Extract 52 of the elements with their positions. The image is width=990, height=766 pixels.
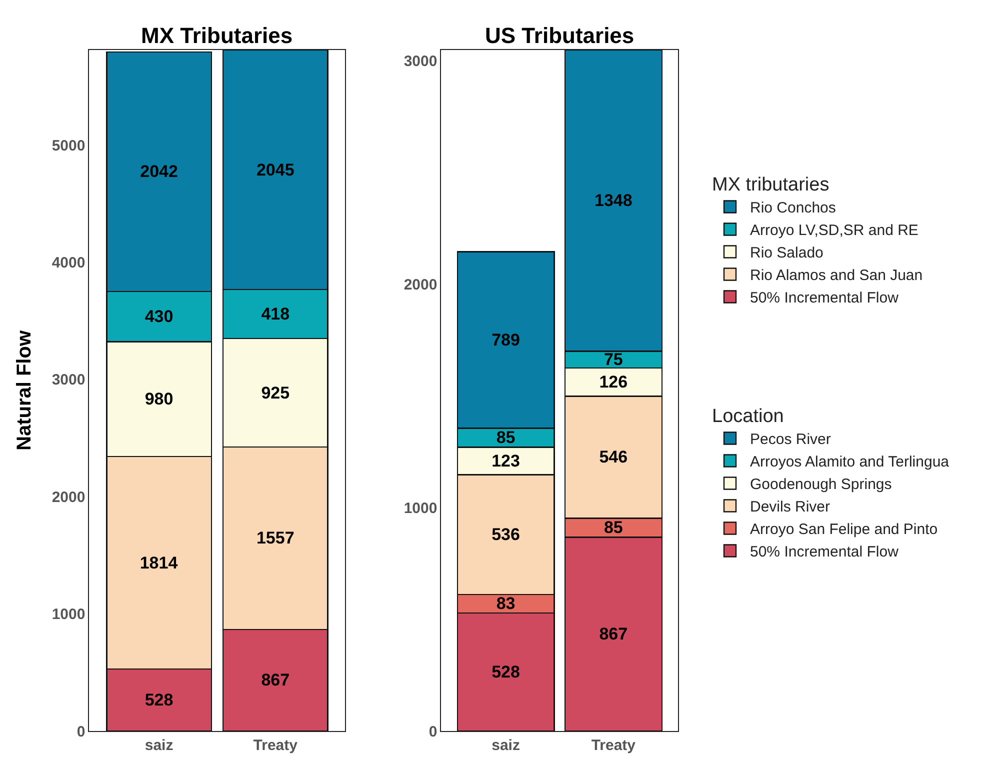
y-tick-label: 0 bbox=[428, 723, 438, 740]
text: Pecos River bbox=[750, 431, 831, 448]
data-label: 126 bbox=[599, 372, 628, 392]
data-label: 1348 bbox=[594, 191, 632, 210]
data-label: 867 bbox=[599, 624, 628, 644]
data-label: 867 bbox=[261, 670, 290, 690]
text: Arroyos Alamito and Terlingua bbox=[750, 454, 950, 471]
legend-label: Arroyo LV,SD,SR and RE bbox=[750, 222, 918, 240]
data-label: 83 bbox=[496, 594, 516, 614]
data-label: 980 bbox=[144, 390, 174, 409]
legend-label: Goodenough Springs bbox=[750, 476, 892, 494]
data-label: 1557 bbox=[256, 528, 294, 548]
y-axis-title: Natural Flow bbox=[13, 330, 36, 451]
legend-label: 50% Incremental Flow bbox=[750, 290, 899, 307]
x-tick-label: Treaty bbox=[253, 737, 298, 754]
chart-title: US Tributaries bbox=[485, 23, 634, 48]
data-label: 85 bbox=[604, 518, 623, 538]
legend-label: Rio Conchos bbox=[750, 200, 836, 217]
legend-title: MX tributaries bbox=[712, 174, 830, 196]
data-label: 123 bbox=[492, 451, 520, 470]
y-tick-label: 3000 bbox=[52, 372, 86, 389]
legend-label: Arroyo San Felipe and Pinto bbox=[750, 521, 938, 538]
legend-label: Devils River bbox=[750, 498, 830, 516]
data-label: 2042 bbox=[140, 162, 178, 182]
data-label: 430 bbox=[144, 307, 174, 326]
data-label: 75 bbox=[604, 350, 623, 370]
legend-label: Rio Salado bbox=[750, 244, 824, 262]
data-label: 536 bbox=[492, 525, 520, 544]
y-tick-label: 4000 bbox=[52, 254, 86, 272]
legend-label: 50% Incremental Flow bbox=[750, 544, 899, 561]
y-tick-label: 0 bbox=[76, 723, 86, 740]
data-label: 1814 bbox=[140, 553, 178, 572]
y-tick-label: 3000 bbox=[404, 52, 438, 70]
data-label: 528 bbox=[144, 690, 174, 710]
y-tick-label: 1000 bbox=[404, 500, 438, 517]
y-tick-label: 2000 bbox=[52, 488, 86, 506]
legend-label: Rio Alamos and San Juan bbox=[750, 267, 923, 284]
chart-title: MX Tributaries bbox=[141, 23, 293, 48]
legend-title: Location bbox=[712, 406, 784, 428]
data-label: 789 bbox=[492, 330, 520, 350]
y-tick-label: 2000 bbox=[404, 276, 438, 294]
x-tick-label: saiz bbox=[492, 737, 520, 754]
y-tick-label: 1000 bbox=[52, 606, 86, 624]
data-label: 2045 bbox=[256, 160, 294, 180]
data-label: 418 bbox=[261, 304, 290, 324]
data-label: 85 bbox=[496, 428, 516, 448]
y-tick-label: 5000 bbox=[52, 137, 86, 154]
data-label: 528 bbox=[492, 662, 520, 682]
data-label: 925 bbox=[261, 383, 290, 402]
x-tick-label: Treaty bbox=[591, 737, 636, 754]
x-tick-label: saiz bbox=[144, 737, 174, 754]
data-label: 546 bbox=[599, 448, 628, 467]
